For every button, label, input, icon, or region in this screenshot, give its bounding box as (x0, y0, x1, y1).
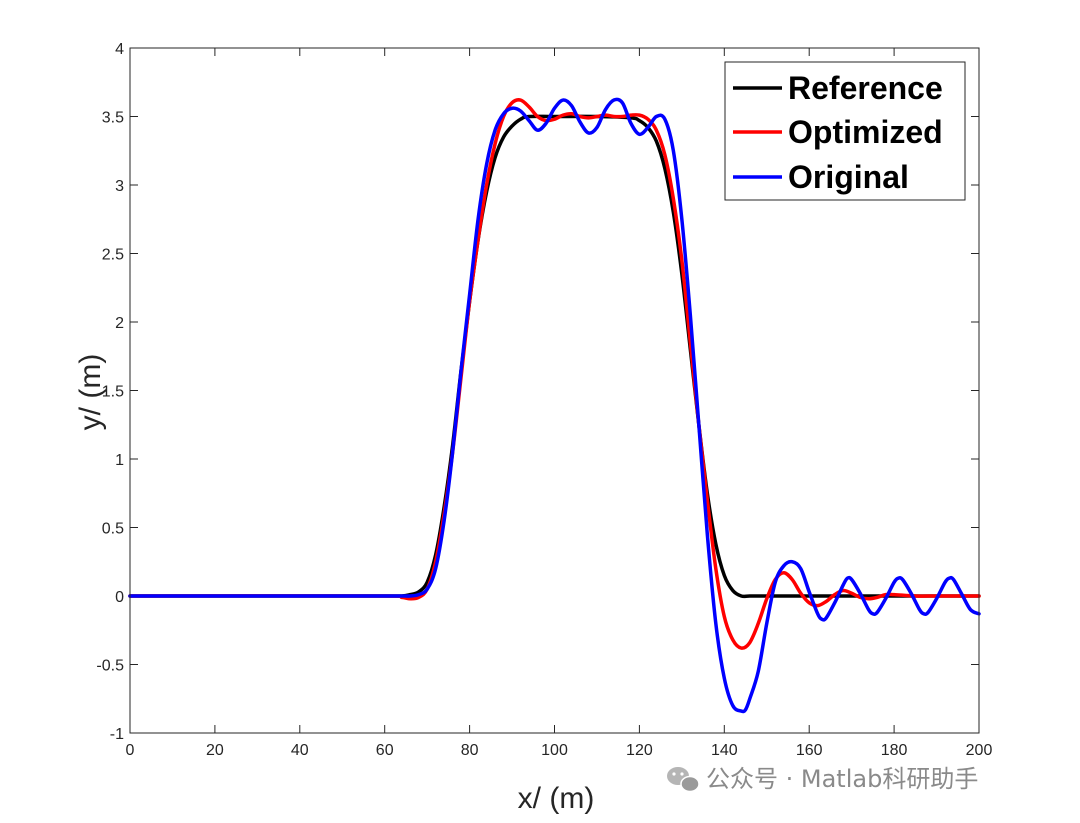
x-tick-label: 140 (711, 742, 738, 759)
y-tick-label: -1 (110, 726, 124, 743)
x-axis-label: x/ (m) (518, 782, 595, 815)
y-tick-label: 2.5 (102, 247, 124, 264)
y-tick-label: 3 (115, 178, 124, 195)
legend: Reference Optimized Original (724, 61, 966, 201)
x-tick-label: 0 (126, 742, 135, 759)
y-tick-label: 2 (115, 315, 124, 332)
x-tick-label: 40 (291, 742, 309, 759)
x-tick-label: 20 (206, 742, 224, 759)
y-tick-label: 0.5 (102, 521, 124, 538)
x-tick-label: 160 (796, 742, 823, 759)
x-tick-label: 100 (541, 742, 568, 759)
plot-frame (129, 47, 980, 734)
y-tick-label: 4 (115, 41, 124, 58)
x-tick-label: 180 (881, 742, 908, 759)
axis-ticks: 0 20 40 60 80 100 120 140 160 180 200 -1 -0.5 0 0.5 1 1.… (96, 41, 992, 759)
wechat-icon (667, 767, 700, 793)
y-tick-label: -0.5 (96, 658, 124, 675)
x-tick-label: 200 (966, 742, 993, 759)
legend-label-original: Original (788, 159, 909, 195)
legend-label-optimized: Optimized (788, 114, 943, 150)
watermark-text: 公众号 · Matlab科研助手 (706, 765, 978, 793)
y-axis-label: y/ (m) (74, 354, 107, 431)
data-series (128, 97, 981, 714)
y-tick-label: 1.5 (102, 384, 124, 401)
x-tick-label: 80 (461, 742, 479, 759)
y-tick-label: 0 (115, 589, 124, 606)
y-tick-label: 3.5 (102, 110, 124, 127)
legend-label-reference: Reference (788, 70, 943, 106)
watermark: 公众号 · Matlab科研助手 (667, 765, 978, 793)
x-tick-label: 60 (376, 742, 394, 759)
x-tick-label: 120 (626, 742, 653, 759)
y-tick-label: 1 (115, 452, 124, 469)
series-line-original (128, 97, 981, 714)
